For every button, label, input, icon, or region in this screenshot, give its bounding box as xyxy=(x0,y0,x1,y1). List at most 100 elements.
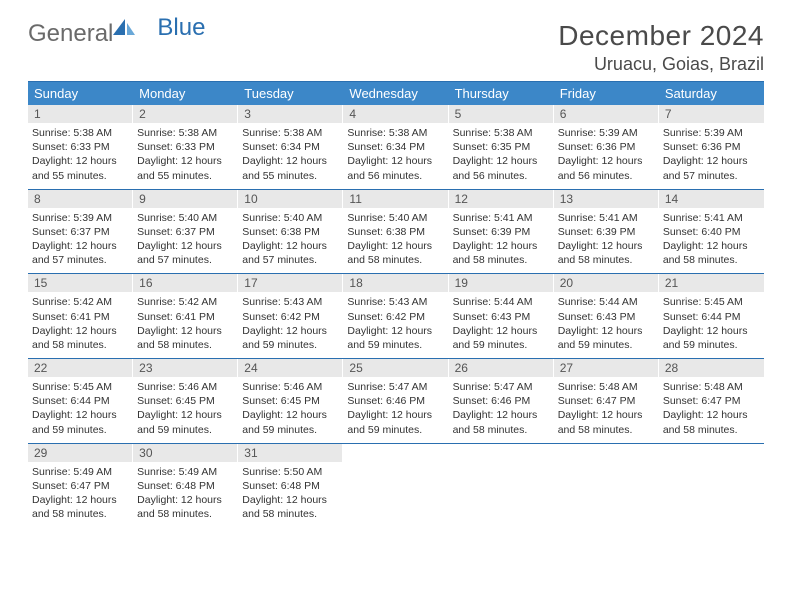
day-number xyxy=(659,444,764,462)
day-number: 31 xyxy=(238,444,343,462)
week-row: Sunrise: 5:42 AMSunset: 6:41 PMDaylight:… xyxy=(28,292,764,359)
day-number: 14 xyxy=(659,190,764,208)
daylight-line: Daylight: 12 hours and 55 minutes. xyxy=(137,154,234,182)
daylight-line: Daylight: 12 hours and 57 minutes. xyxy=(663,154,760,182)
sunset-line: Sunset: 6:43 PM xyxy=(558,310,655,324)
day-number: 19 xyxy=(449,274,554,292)
sunrise-line: Sunrise: 5:39 AM xyxy=(32,211,129,225)
day-cell: Sunrise: 5:44 AMSunset: 6:43 PMDaylight:… xyxy=(449,292,554,358)
day-number: 23 xyxy=(133,359,238,377)
day-number: 9 xyxy=(133,190,238,208)
daylight-line: Daylight: 12 hours and 58 minutes. xyxy=(137,324,234,352)
daylight-line: Daylight: 12 hours and 59 minutes. xyxy=(137,408,234,436)
day-cell: Sunrise: 5:40 AMSunset: 6:37 PMDaylight:… xyxy=(133,208,238,274)
sunrise-line: Sunrise: 5:49 AM xyxy=(137,465,234,479)
sunset-line: Sunset: 6:44 PM xyxy=(32,394,129,408)
day-number: 17 xyxy=(238,274,343,292)
logo-text-1: General xyxy=(28,20,113,48)
day-number xyxy=(554,444,659,462)
sunrise-line: Sunrise: 5:38 AM xyxy=(347,126,444,140)
daylight-line: Daylight: 12 hours and 56 minutes. xyxy=(558,154,655,182)
sunrise-line: Sunrise: 5:45 AM xyxy=(32,380,129,394)
title-block: December 2024 Uruacu, Goias, Brazil xyxy=(558,20,764,75)
day-number: 12 xyxy=(449,190,554,208)
sunset-line: Sunset: 6:36 PM xyxy=(663,140,760,154)
daylight-line: Daylight: 12 hours and 58 minutes. xyxy=(453,239,550,267)
sunset-line: Sunset: 6:39 PM xyxy=(453,225,550,239)
sunset-line: Sunset: 6:33 PM xyxy=(32,140,129,154)
daynum-row: 15161718192021 xyxy=(28,274,764,292)
day-number: 1 xyxy=(28,105,133,123)
sunset-line: Sunset: 6:39 PM xyxy=(558,225,655,239)
sunset-line: Sunset: 6:47 PM xyxy=(558,394,655,408)
weekday-header: Friday xyxy=(554,82,659,105)
day-cell: Sunrise: 5:40 AMSunset: 6:38 PMDaylight:… xyxy=(343,208,448,274)
sunset-line: Sunset: 6:48 PM xyxy=(137,479,234,493)
day-cell: Sunrise: 5:42 AMSunset: 6:41 PMDaylight:… xyxy=(133,292,238,358)
sunrise-line: Sunrise: 5:47 AM xyxy=(347,380,444,394)
sunrise-line: Sunrise: 5:42 AM xyxy=(137,295,234,309)
sunrise-line: Sunrise: 5:44 AM xyxy=(558,295,655,309)
day-cell: Sunrise: 5:50 AMSunset: 6:48 PMDaylight:… xyxy=(238,462,343,528)
day-cell xyxy=(343,462,448,528)
day-number: 18 xyxy=(343,274,448,292)
day-cell: Sunrise: 5:46 AMSunset: 6:45 PMDaylight:… xyxy=(238,377,343,443)
daylight-line: Daylight: 12 hours and 58 minutes. xyxy=(453,408,550,436)
daylight-line: Daylight: 12 hours and 59 minutes. xyxy=(663,324,760,352)
day-cell: Sunrise: 5:41 AMSunset: 6:40 PMDaylight:… xyxy=(659,208,764,274)
day-cell: Sunrise: 5:41 AMSunset: 6:39 PMDaylight:… xyxy=(449,208,554,274)
week-row: Sunrise: 5:45 AMSunset: 6:44 PMDaylight:… xyxy=(28,377,764,444)
sunrise-line: Sunrise: 5:41 AM xyxy=(663,211,760,225)
day-number: 13 xyxy=(554,190,659,208)
day-cell: Sunrise: 5:42 AMSunset: 6:41 PMDaylight:… xyxy=(28,292,133,358)
sunset-line: Sunset: 6:41 PM xyxy=(137,310,234,324)
day-number: 5 xyxy=(449,105,554,123)
sunset-line: Sunset: 6:40 PM xyxy=(663,225,760,239)
daylight-line: Daylight: 12 hours and 58 minutes. xyxy=(242,493,339,521)
sunrise-line: Sunrise: 5:40 AM xyxy=(137,211,234,225)
sunset-line: Sunset: 6:47 PM xyxy=(663,394,760,408)
sunset-line: Sunset: 6:44 PM xyxy=(663,310,760,324)
sunrise-line: Sunrise: 5:41 AM xyxy=(453,211,550,225)
day-cell: Sunrise: 5:49 AMSunset: 6:48 PMDaylight:… xyxy=(133,462,238,528)
sunrise-line: Sunrise: 5:45 AM xyxy=(663,295,760,309)
sunrise-line: Sunrise: 5:46 AM xyxy=(242,380,339,394)
calendar-page: General Blue December 2024 Uruacu, Goias… xyxy=(0,0,792,547)
daylight-line: Daylight: 12 hours and 58 minutes. xyxy=(558,239,655,267)
sunset-line: Sunset: 6:41 PM xyxy=(32,310,129,324)
day-number: 25 xyxy=(343,359,448,377)
day-cell xyxy=(554,462,659,528)
sunrise-line: Sunrise: 5:44 AM xyxy=(453,295,550,309)
daylight-line: Daylight: 12 hours and 56 minutes. xyxy=(347,154,444,182)
day-number: 8 xyxy=(28,190,133,208)
sunrise-line: Sunrise: 5:49 AM xyxy=(32,465,129,479)
logo-text-2: Blue xyxy=(157,14,205,42)
daylight-line: Daylight: 12 hours and 57 minutes. xyxy=(242,239,339,267)
day-number: 21 xyxy=(659,274,764,292)
daylight-line: Daylight: 12 hours and 58 minutes. xyxy=(137,493,234,521)
daylight-line: Daylight: 12 hours and 59 minutes. xyxy=(453,324,550,352)
day-cell: Sunrise: 5:44 AMSunset: 6:43 PMDaylight:… xyxy=(554,292,659,358)
sunrise-line: Sunrise: 5:39 AM xyxy=(558,126,655,140)
daylight-line: Daylight: 12 hours and 58 minutes. xyxy=(32,324,129,352)
sunset-line: Sunset: 6:43 PM xyxy=(453,310,550,324)
daylight-line: Daylight: 12 hours and 58 minutes. xyxy=(663,239,760,267)
day-number: 10 xyxy=(238,190,343,208)
day-cell: Sunrise: 5:43 AMSunset: 6:42 PMDaylight:… xyxy=(238,292,343,358)
daylight-line: Daylight: 12 hours and 57 minutes. xyxy=(137,239,234,267)
sunset-line: Sunset: 6:47 PM xyxy=(32,479,129,493)
sunset-line: Sunset: 6:48 PM xyxy=(242,479,339,493)
day-cell: Sunrise: 5:48 AMSunset: 6:47 PMDaylight:… xyxy=(554,377,659,443)
sunset-line: Sunset: 6:38 PM xyxy=(347,225,444,239)
daylight-line: Daylight: 12 hours and 57 minutes. xyxy=(32,239,129,267)
daylight-line: Daylight: 12 hours and 59 minutes. xyxy=(347,408,444,436)
daylight-line: Daylight: 12 hours and 59 minutes. xyxy=(32,408,129,436)
day-number: 15 xyxy=(28,274,133,292)
day-number xyxy=(343,444,448,462)
daylight-line: Daylight: 12 hours and 58 minutes. xyxy=(32,493,129,521)
month-title: December 2024 xyxy=(558,20,764,52)
sunrise-line: Sunrise: 5:40 AM xyxy=(242,211,339,225)
day-number: 29 xyxy=(28,444,133,462)
day-cell: Sunrise: 5:39 AMSunset: 6:36 PMDaylight:… xyxy=(554,123,659,189)
week-row: Sunrise: 5:49 AMSunset: 6:47 PMDaylight:… xyxy=(28,462,764,528)
